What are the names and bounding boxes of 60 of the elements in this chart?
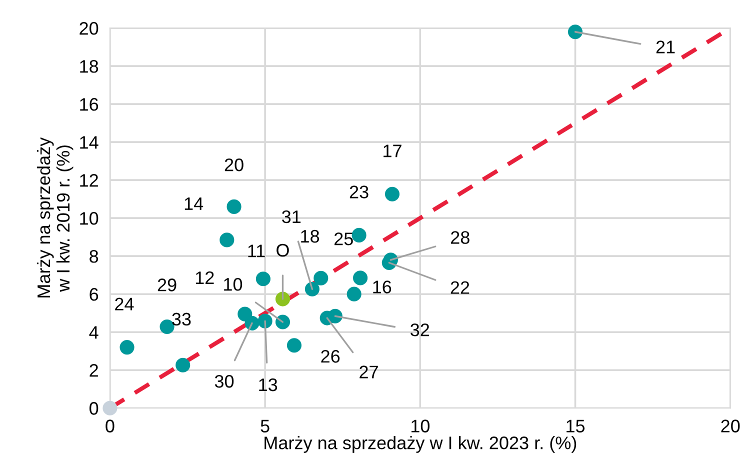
annotation: 21 [656, 40, 675, 54]
y-tick-label: 14 [80, 136, 98, 149]
annotation: O [276, 244, 289, 257]
annotation: 12 [196, 271, 214, 284]
annotation: 26 [321, 350, 340, 363]
annotation: 30 [214, 374, 234, 388]
annotation: 10 [224, 278, 242, 291]
point [220, 232, 234, 248]
point [238, 306, 252, 322]
annotation: 27 [360, 366, 378, 378]
point [226, 199, 242, 214]
point [286, 338, 302, 353]
annotation: 16 [373, 280, 392, 294]
annotation: 22 [450, 281, 470, 294]
point [258, 314, 272, 328]
point [346, 286, 362, 302]
point [328, 308, 342, 324]
y-tick-label: 8 [90, 250, 98, 263]
annotation: 31 [282, 210, 301, 224]
x-axis-title: Marży na sprzedaży w I kw. 2023 r. (%) [264, 436, 576, 453]
point [353, 270, 368, 286]
y-tick-label: 10 [80, 212, 98, 225]
annotation: 25 [334, 232, 353, 246]
annotation: 24 [115, 298, 134, 310]
annotation: 33 [172, 312, 191, 326]
y-tick-label: 20 [80, 22, 98, 35]
annotation: 13 [259, 378, 278, 392]
x-tick-label: 5 [260, 420, 270, 432]
annotation: 14 [184, 197, 204, 210]
point [352, 228, 366, 242]
x-tick-label: 20 [721, 420, 740, 432]
point [275, 314, 290, 330]
y-tick-label: 4 [89, 326, 98, 339]
y-tick-label: 18 [80, 60, 98, 73]
y-tick-label: 2 [90, 364, 98, 377]
point [568, 24, 583, 40]
x-tick-label: 0 [106, 420, 114, 432]
y-axis-title: Marży na sprzedaży w I kw. 2019 r. (%) [36, 137, 74, 298]
annotation: 23 [350, 186, 368, 198]
point [304, 282, 320, 296]
point [102, 400, 118, 416]
point [176, 358, 190, 372]
y-tick-label: 0 [90, 402, 98, 415]
annotation: 28 [451, 231, 470, 244]
y-tick-label: 6 [90, 288, 98, 301]
annotation: 11 [248, 244, 265, 258]
point [384, 186, 400, 202]
point [120, 340, 134, 355]
point [256, 272, 270, 286]
point [275, 292, 290, 306]
annotation: 20 [224, 158, 244, 172]
x-tick-label: 10 [412, 420, 430, 432]
annotation: 18 [301, 230, 320, 243]
y-tick-label: 16 [80, 98, 98, 111]
annotation: 32 [410, 323, 430, 336]
x-tick-label: 15 [566, 420, 585, 432]
annotation: 29 [158, 278, 176, 292]
y-tick-label: 12 [80, 174, 98, 187]
annotation: 17 [384, 144, 402, 158]
point [314, 270, 328, 286]
